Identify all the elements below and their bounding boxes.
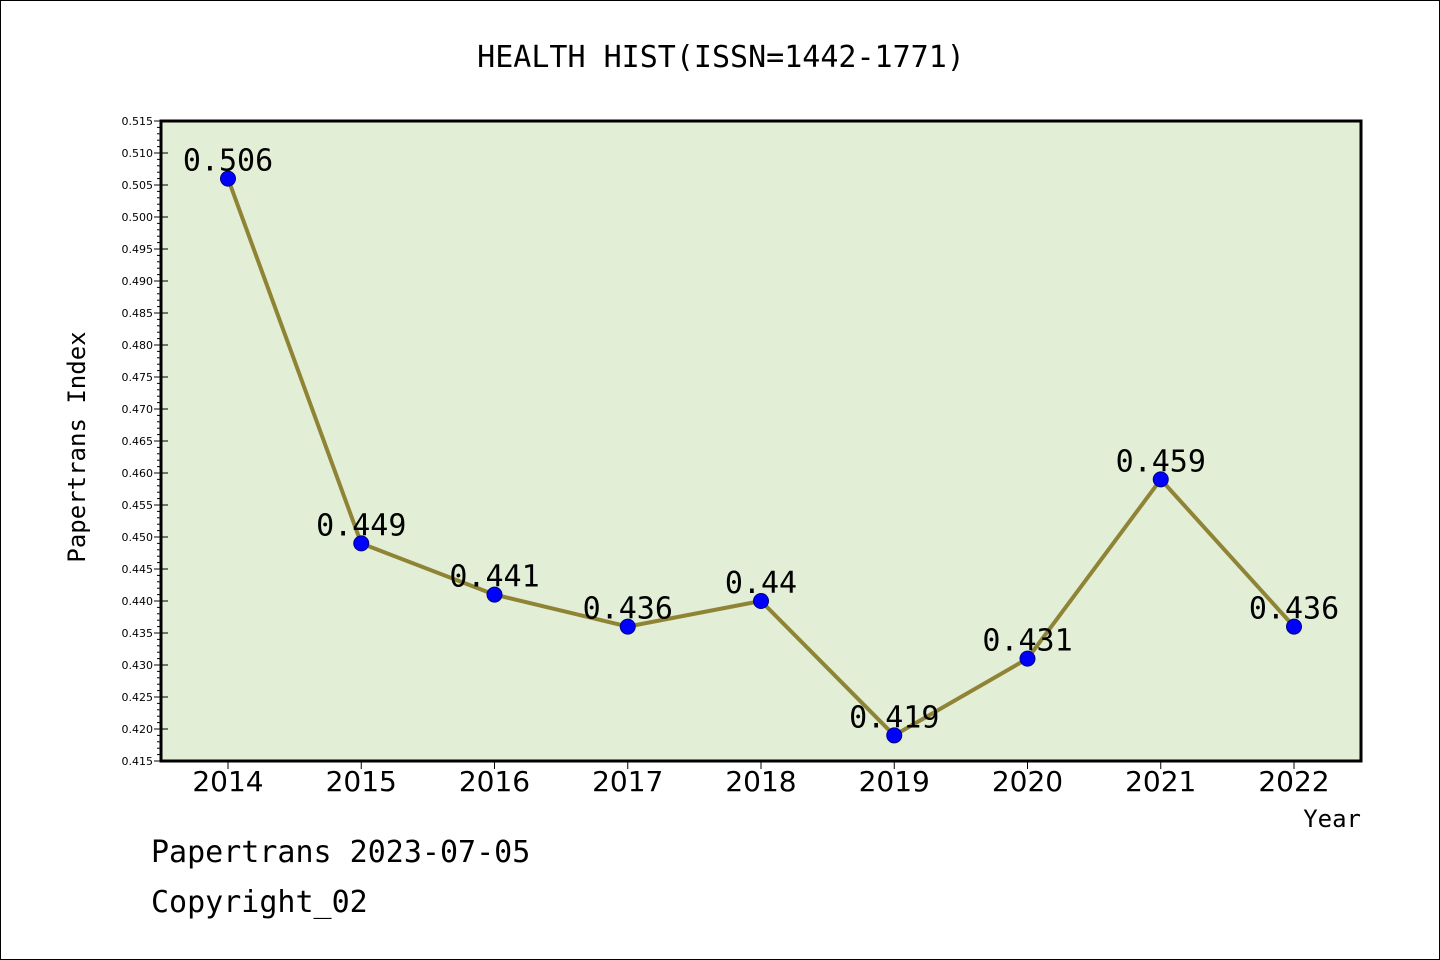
x-tick-label: 2020 xyxy=(992,765,1063,798)
y-tick-label: 0.450 xyxy=(122,531,154,544)
data-point xyxy=(886,727,903,744)
x-tick-label: 2018 xyxy=(725,765,796,798)
x-tick-label: 2015 xyxy=(326,765,397,798)
data-label: 0.431 xyxy=(982,624,1072,659)
data-markers xyxy=(220,170,1302,744)
y-tick-label: 0.485 xyxy=(122,307,154,320)
data-point xyxy=(1019,650,1036,667)
footer-copyright: Copyright_02 xyxy=(151,885,368,920)
data-label: 0.441 xyxy=(449,560,539,595)
y-axis-label: Papertrans Index xyxy=(63,331,91,562)
y-tick-label: 0.480 xyxy=(122,339,154,352)
plot-area xyxy=(161,121,1361,761)
y-tick-label: 0.505 xyxy=(122,179,154,192)
data-label: 0.459 xyxy=(1116,444,1206,479)
y-tick-label: 0.455 xyxy=(122,499,154,512)
data-label: 0.419 xyxy=(849,700,939,735)
x-tick-label: 2022 xyxy=(1258,765,1329,798)
x-tick-label: 2019 xyxy=(859,765,930,798)
y-tick-label: 0.490 xyxy=(122,275,154,288)
y-tick-label: 0.510 xyxy=(122,147,154,160)
data-point xyxy=(220,170,236,187)
y-tick-label: 0.420 xyxy=(122,723,154,736)
y-tick-label: 0.435 xyxy=(122,627,154,640)
data-label: 0.506 xyxy=(183,144,273,179)
y-tick-label: 0.425 xyxy=(122,691,154,704)
x-tick-label: 2016 xyxy=(459,765,530,798)
y-tick-label: 0.475 xyxy=(122,371,154,384)
data-label: 0.449 xyxy=(316,508,406,543)
x-tick-label: 2017 xyxy=(592,765,663,798)
y-tick-label: 0.440 xyxy=(122,595,154,608)
data-point xyxy=(1152,471,1169,488)
footer-date-line: Papertrans 2023-07-05 xyxy=(151,835,531,870)
y-tick-label: 0.500 xyxy=(122,211,154,224)
y-tick-label: 0.460 xyxy=(122,467,154,480)
data-point xyxy=(619,618,636,635)
x-tick-label: 2021 xyxy=(1125,765,1196,798)
data-label: 0.436 xyxy=(583,592,673,627)
chart-title: HEALTH HIST(ISSN=1442-1771) xyxy=(477,40,965,75)
data-labels: 0.506 0.449 0.441 0.436 0.44 0.419 0.431 0.459 0… xyxy=(183,144,1339,736)
x-axis-label: Year xyxy=(1303,805,1361,833)
data-point xyxy=(1286,618,1302,635)
x-tick-label: 2014 xyxy=(192,765,263,798)
y-tick-label: 0.415 xyxy=(122,755,154,768)
y-tick-label: 0.515 xyxy=(122,115,154,128)
x-axis-ticks: 2014 2015 2016 2017 2018 2019 2020 2021 2022 xyxy=(192,761,1330,798)
y-tick-label: 0.470 xyxy=(122,403,154,416)
y-tick-label: 0.495 xyxy=(122,243,154,256)
data-point xyxy=(486,586,503,603)
y-tick-label: 0.445 xyxy=(122,563,154,576)
y-tick-label: 0.465 xyxy=(122,435,154,448)
data-point xyxy=(353,535,370,552)
plot-border xyxy=(159,119,1363,763)
data-point xyxy=(753,593,769,609)
data-label: 0.436 xyxy=(1249,592,1339,627)
y-tick-label: 0.430 xyxy=(122,659,154,672)
y-axis-ticks: 0.415 0.420 0.425 0.430 0.435 0.440 0.445 0.450… xyxy=(122,115,168,768)
data-label: 0.44 xyxy=(725,566,797,601)
